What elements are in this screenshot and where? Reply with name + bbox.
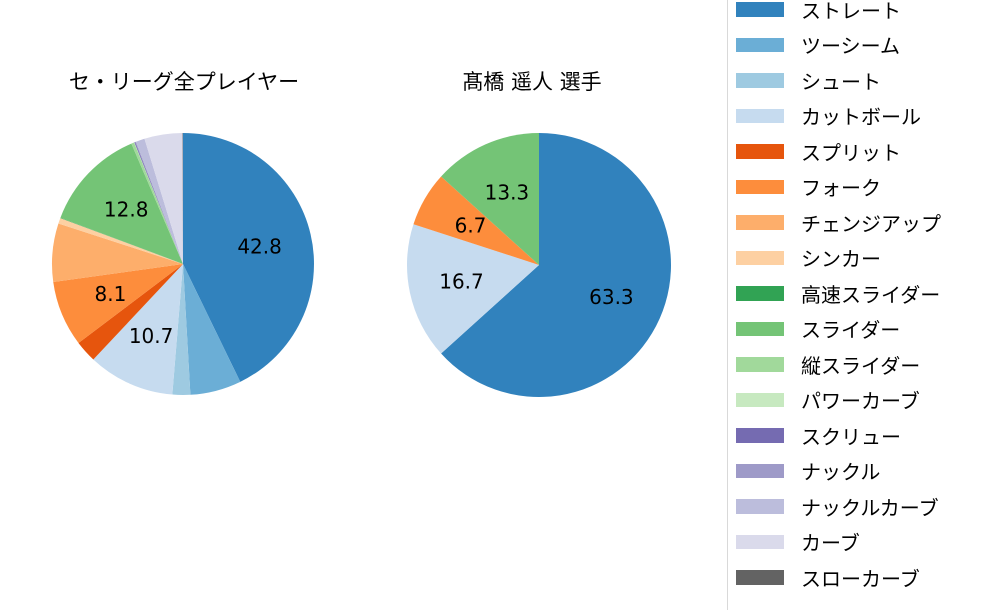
legend-label: シュート [801, 66, 881, 95]
legend-items: ストレートツーシームシュートカットボールスプリットフォークチェンジアップシンカー… [728, 0, 1000, 595]
legend-swatch-icon [736, 535, 784, 550]
legend-item: カットボール [728, 98, 1000, 134]
legend-label: チェンジアップ [801, 208, 941, 237]
legend-swatch-icon [736, 393, 784, 408]
legend-item: スローカーブ [728, 560, 1000, 596]
legend-swatch-icon [736, 38, 784, 53]
legend-swatch-icon [736, 322, 784, 337]
legend-swatch-icon [736, 464, 784, 479]
pie-percent-label: 13.3 [485, 181, 530, 205]
legend-swatch-icon [736, 570, 784, 585]
legend-swatch-icon [736, 251, 784, 266]
legend-item: ナックルカーブ [728, 489, 1000, 525]
legend-label: パワーカーブ [801, 385, 920, 414]
legend-swatch-icon [736, 499, 784, 514]
legend-label: スライダー [801, 314, 900, 343]
legend-label: スローカーブ [801, 563, 920, 592]
legend-item: スプリット [728, 134, 1000, 170]
legend-swatch-icon [736, 215, 784, 230]
legend-label: フォーク [801, 172, 881, 201]
legend-swatch-icon [736, 109, 784, 124]
legend-label: ナックルカーブ [801, 492, 939, 521]
legend-swatch-icon [736, 73, 784, 88]
legend-item: ストレート [728, 0, 1000, 27]
legend-item: スクリュー [728, 418, 1000, 454]
pie-percent-label: 10.7 [129, 324, 174, 348]
legend-item: チェンジアップ [728, 205, 1000, 241]
legend-label: ツーシーム [801, 30, 900, 59]
legend-item: スライダー [728, 311, 1000, 347]
pie-percent-label: 16.7 [439, 270, 484, 294]
legend-item: 高速スライダー [728, 276, 1000, 312]
legend-item: カーブ [728, 524, 1000, 560]
legend-item: 縦スライダー [728, 347, 1000, 383]
legend-box: ストレートツーシームシュートカットボールスプリットフォークチェンジアップシンカー… [727, 0, 1000, 610]
pie-percent-label: 63.3 [589, 285, 634, 309]
legend-swatch-icon [736, 286, 784, 301]
pie-percent-label: 6.7 [455, 213, 487, 237]
legend-label: スプリット [801, 137, 901, 166]
legend-swatch-icon [736, 2, 784, 17]
legend-item: フォーク [728, 169, 1000, 205]
legend-item: ツーシーム [728, 27, 1000, 63]
legend-label: 高速スライダー [801, 279, 940, 308]
pie-percent-label: 12.8 [104, 198, 149, 222]
legend-item: パワーカーブ [728, 382, 1000, 418]
legend-swatch-icon [736, 144, 784, 159]
legend-label: シンカー [801, 243, 881, 272]
legend-label: ストレート [801, 0, 901, 24]
pie-percent-label: 8.1 [94, 282, 126, 306]
legend-label: スクリュー [801, 421, 901, 450]
legend-item: ナックル [728, 453, 1000, 489]
legend-swatch-icon [736, 180, 784, 195]
legend-label: カーブ [801, 527, 860, 556]
legend-item: シンカー [728, 240, 1000, 276]
legend-label: ナックル [801, 456, 880, 485]
legend-label: カットボール [801, 101, 921, 130]
legend-label: 縦スライダー [801, 350, 920, 379]
legend-swatch-icon [736, 357, 784, 372]
pie-percent-label: 42.8 [237, 234, 282, 258]
legend-swatch-icon [736, 428, 784, 443]
legend-item: シュート [728, 63, 1000, 99]
